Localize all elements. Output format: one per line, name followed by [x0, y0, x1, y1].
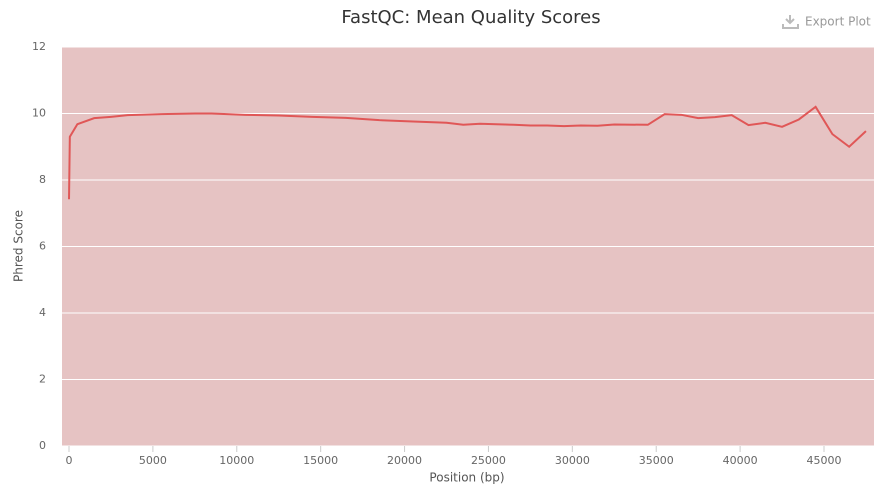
x-tick-label: 30000 [555, 454, 590, 467]
y-tick-label: 4 [39, 306, 46, 319]
x-axis-title: Position (bp) [429, 471, 504, 485]
x-tick-label: 5000 [139, 454, 167, 467]
y-tick-label: 10 [32, 107, 46, 120]
export-icon [782, 15, 799, 29]
x-tick-label: 15000 [303, 454, 338, 467]
chart-title: FastQC: Mean Quality Scores [341, 7, 600, 28]
y-tick-label: 8 [39, 173, 46, 186]
y-tick-label: 0 [39, 439, 46, 452]
x-tick-label: 40000 [723, 454, 758, 467]
x-tick-label: 25000 [471, 454, 506, 467]
data-line [68, 105, 867, 200]
x-tick-label: 35000 [639, 454, 674, 467]
y-tick-label: 6 [39, 240, 46, 253]
export-label[interactable]: Export Plot [805, 15, 871, 29]
x-tick-label: 0 [65, 454, 72, 467]
export-button[interactable]: Export Plot [782, 15, 871, 29]
y-axis-title: Phred Score [12, 210, 26, 282]
y-tick-label: 12 [32, 40, 46, 53]
y-tick-label: 2 [39, 373, 46, 386]
x-tick-label: 10000 [219, 454, 254, 467]
x-tick-label: 45000 [807, 454, 842, 467]
x-tick-label: 20000 [387, 454, 422, 467]
